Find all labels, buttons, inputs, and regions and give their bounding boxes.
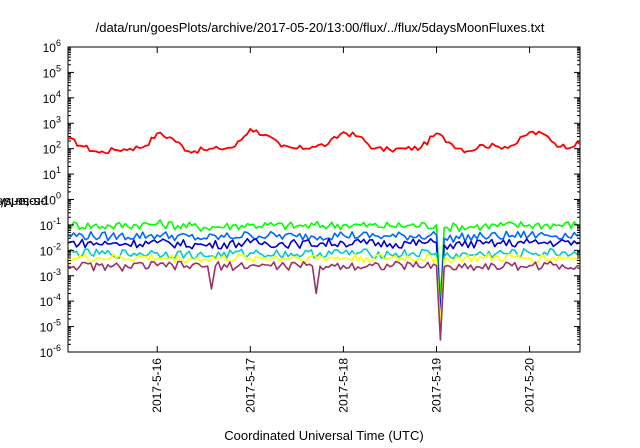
y-tick-label: 102	[43, 140, 61, 157]
y-tick-label: 10-2	[40, 241, 61, 258]
y-tick-label: 103	[43, 114, 61, 131]
y-tick-label: 10-5	[40, 318, 61, 335]
series-line-6	[68, 252, 580, 328]
x-tick-label: 2017-5-16	[150, 358, 164, 413]
series-line-7	[68, 260, 580, 341]
series-line-1	[68, 128, 580, 154]
axis-layer: 10-6 10-5 10-4 10-3 10-2 10-1 100 101 102 103 104 1…	[40, 38, 580, 413]
series-layer	[68, 128, 580, 341]
y-tick-label: 10-3	[40, 267, 61, 284]
y-tick-label: 100	[43, 191, 61, 208]
y-tick-label: 101	[43, 165, 61, 182]
series-line-5	[68, 247, 580, 328]
y-tick-label: 105	[43, 63, 61, 80]
series-line-3	[68, 230, 580, 316]
chart-title: /data/run/goesPlots/archive/2017-05-20/1…	[95, 20, 545, 35]
series-line-4	[68, 237, 580, 320]
plot-frame	[67, 46, 581, 353]
y-tick-label: 10-6	[40, 343, 61, 360]
y-tick-label: 106	[43, 38, 61, 55]
x-tick-label: 2017-5-20	[523, 358, 537, 413]
series-line-2	[68, 219, 580, 302]
x-tick-label: 2017-5-19	[429, 358, 443, 413]
y-tick-label: 10-4	[40, 292, 61, 309]
y-tick-label: 104	[43, 89, 61, 106]
x-tick-label: 2017-5-18	[336, 358, 350, 413]
y-tick-label: 10-1	[40, 216, 61, 233]
x-tick-label: 2017-5-17	[243, 358, 257, 413]
x-axis-label: Coordinated Universal Time (UTC)	[224, 428, 424, 443]
